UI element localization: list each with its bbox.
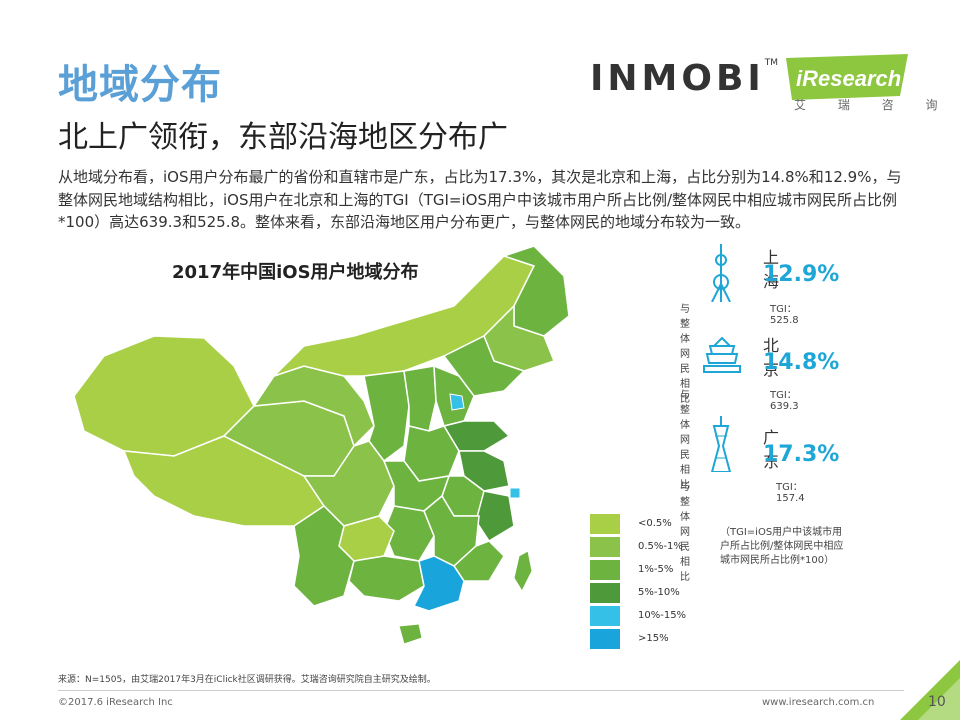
intro-paragraph: 从地域分布看，iOS用户分布最广的省份和直辖市是广东，占比为17.3%，其次是北… xyxy=(58,168,902,231)
source-note: 来源：N=1505，由艾瑞2017年3月在iClick社区调研获得。艾瑞咨询研究… xyxy=(58,675,436,685)
legend-label: 1%-5% xyxy=(638,564,674,575)
page-number: 10 xyxy=(928,694,946,710)
region-shanxi xyxy=(403,365,437,432)
map-title: 2017年中国iOS用户地域分布 xyxy=(172,262,419,283)
legend-label: <0.5% xyxy=(638,518,672,529)
iresearch-logo: iResearch xyxy=(786,54,908,100)
region-beijing xyxy=(449,393,465,411)
oriental-pearl-tower-icon xyxy=(711,244,731,302)
legend-swatch xyxy=(590,537,620,557)
inmobi-logo-text: INMOBI xyxy=(590,58,765,99)
region-taiwan xyxy=(513,550,533,593)
canton-tower-icon xyxy=(710,416,732,472)
inmobi-tm: TM xyxy=(764,58,779,68)
iresearch-cn-label: 艾 瑞 咨 询 xyxy=(794,98,952,112)
copyright: ©2017.6 iResearch Inc xyxy=(58,697,173,708)
legend-swatch xyxy=(590,560,620,580)
city-tgi: TGI：639.3 xyxy=(770,390,799,412)
city-share: 14.8% xyxy=(763,350,840,375)
page-title: 地域分布 xyxy=(58,62,222,108)
region-guangdong xyxy=(412,555,465,612)
city-name: 上海 xyxy=(763,248,780,291)
city-share: 12.9% xyxy=(763,262,840,287)
region-zhejiang xyxy=(475,490,515,543)
region-shanghai xyxy=(509,487,521,499)
city-name: 广东 xyxy=(763,428,780,471)
inmobi-logo: INMOBITM xyxy=(590,58,778,99)
city-name: 北京 xyxy=(763,336,780,379)
city-compare-label: 与整体网民相比 xyxy=(680,482,690,583)
website-link[interactable]: www.iresearch.com.cn xyxy=(762,697,875,708)
legend-swatch xyxy=(590,629,620,649)
corner-decoration xyxy=(900,660,960,720)
city-compare-label: 与整体网民相比 xyxy=(680,390,690,491)
legend-label: 5%-10% xyxy=(638,587,680,598)
temple-of-heaven-icon xyxy=(703,336,741,373)
page-subtitle: 北上广领衔，东部沿海地区分布广 xyxy=(58,120,508,155)
city-compare-label: 与整体网民相比 xyxy=(680,304,690,405)
legend-label: 0.5%-1% xyxy=(638,541,683,552)
footer-divider xyxy=(58,690,904,691)
legend-swatch xyxy=(590,606,620,626)
china-map xyxy=(73,245,570,645)
region-liaoning xyxy=(442,334,526,397)
legend-swatch xyxy=(590,583,620,603)
iresearch-logo-text: iResearch xyxy=(796,66,901,91)
region-guangxi xyxy=(348,555,425,602)
region-hainan xyxy=(398,623,423,645)
legend-label: >15% xyxy=(638,633,669,644)
tgi-definition-note: （TGI=iOS用户中该城市用户所占比例/整体网民中相应城市网民所占比例*100… xyxy=(720,527,844,566)
legend-label: 10%-15% xyxy=(638,610,687,621)
city-share: 17.3% xyxy=(763,442,840,467)
city-tgi: TGI：157.4 xyxy=(776,482,805,504)
city-tgi: TGI：525.8 xyxy=(770,304,799,326)
legend-swatch xyxy=(590,514,620,534)
